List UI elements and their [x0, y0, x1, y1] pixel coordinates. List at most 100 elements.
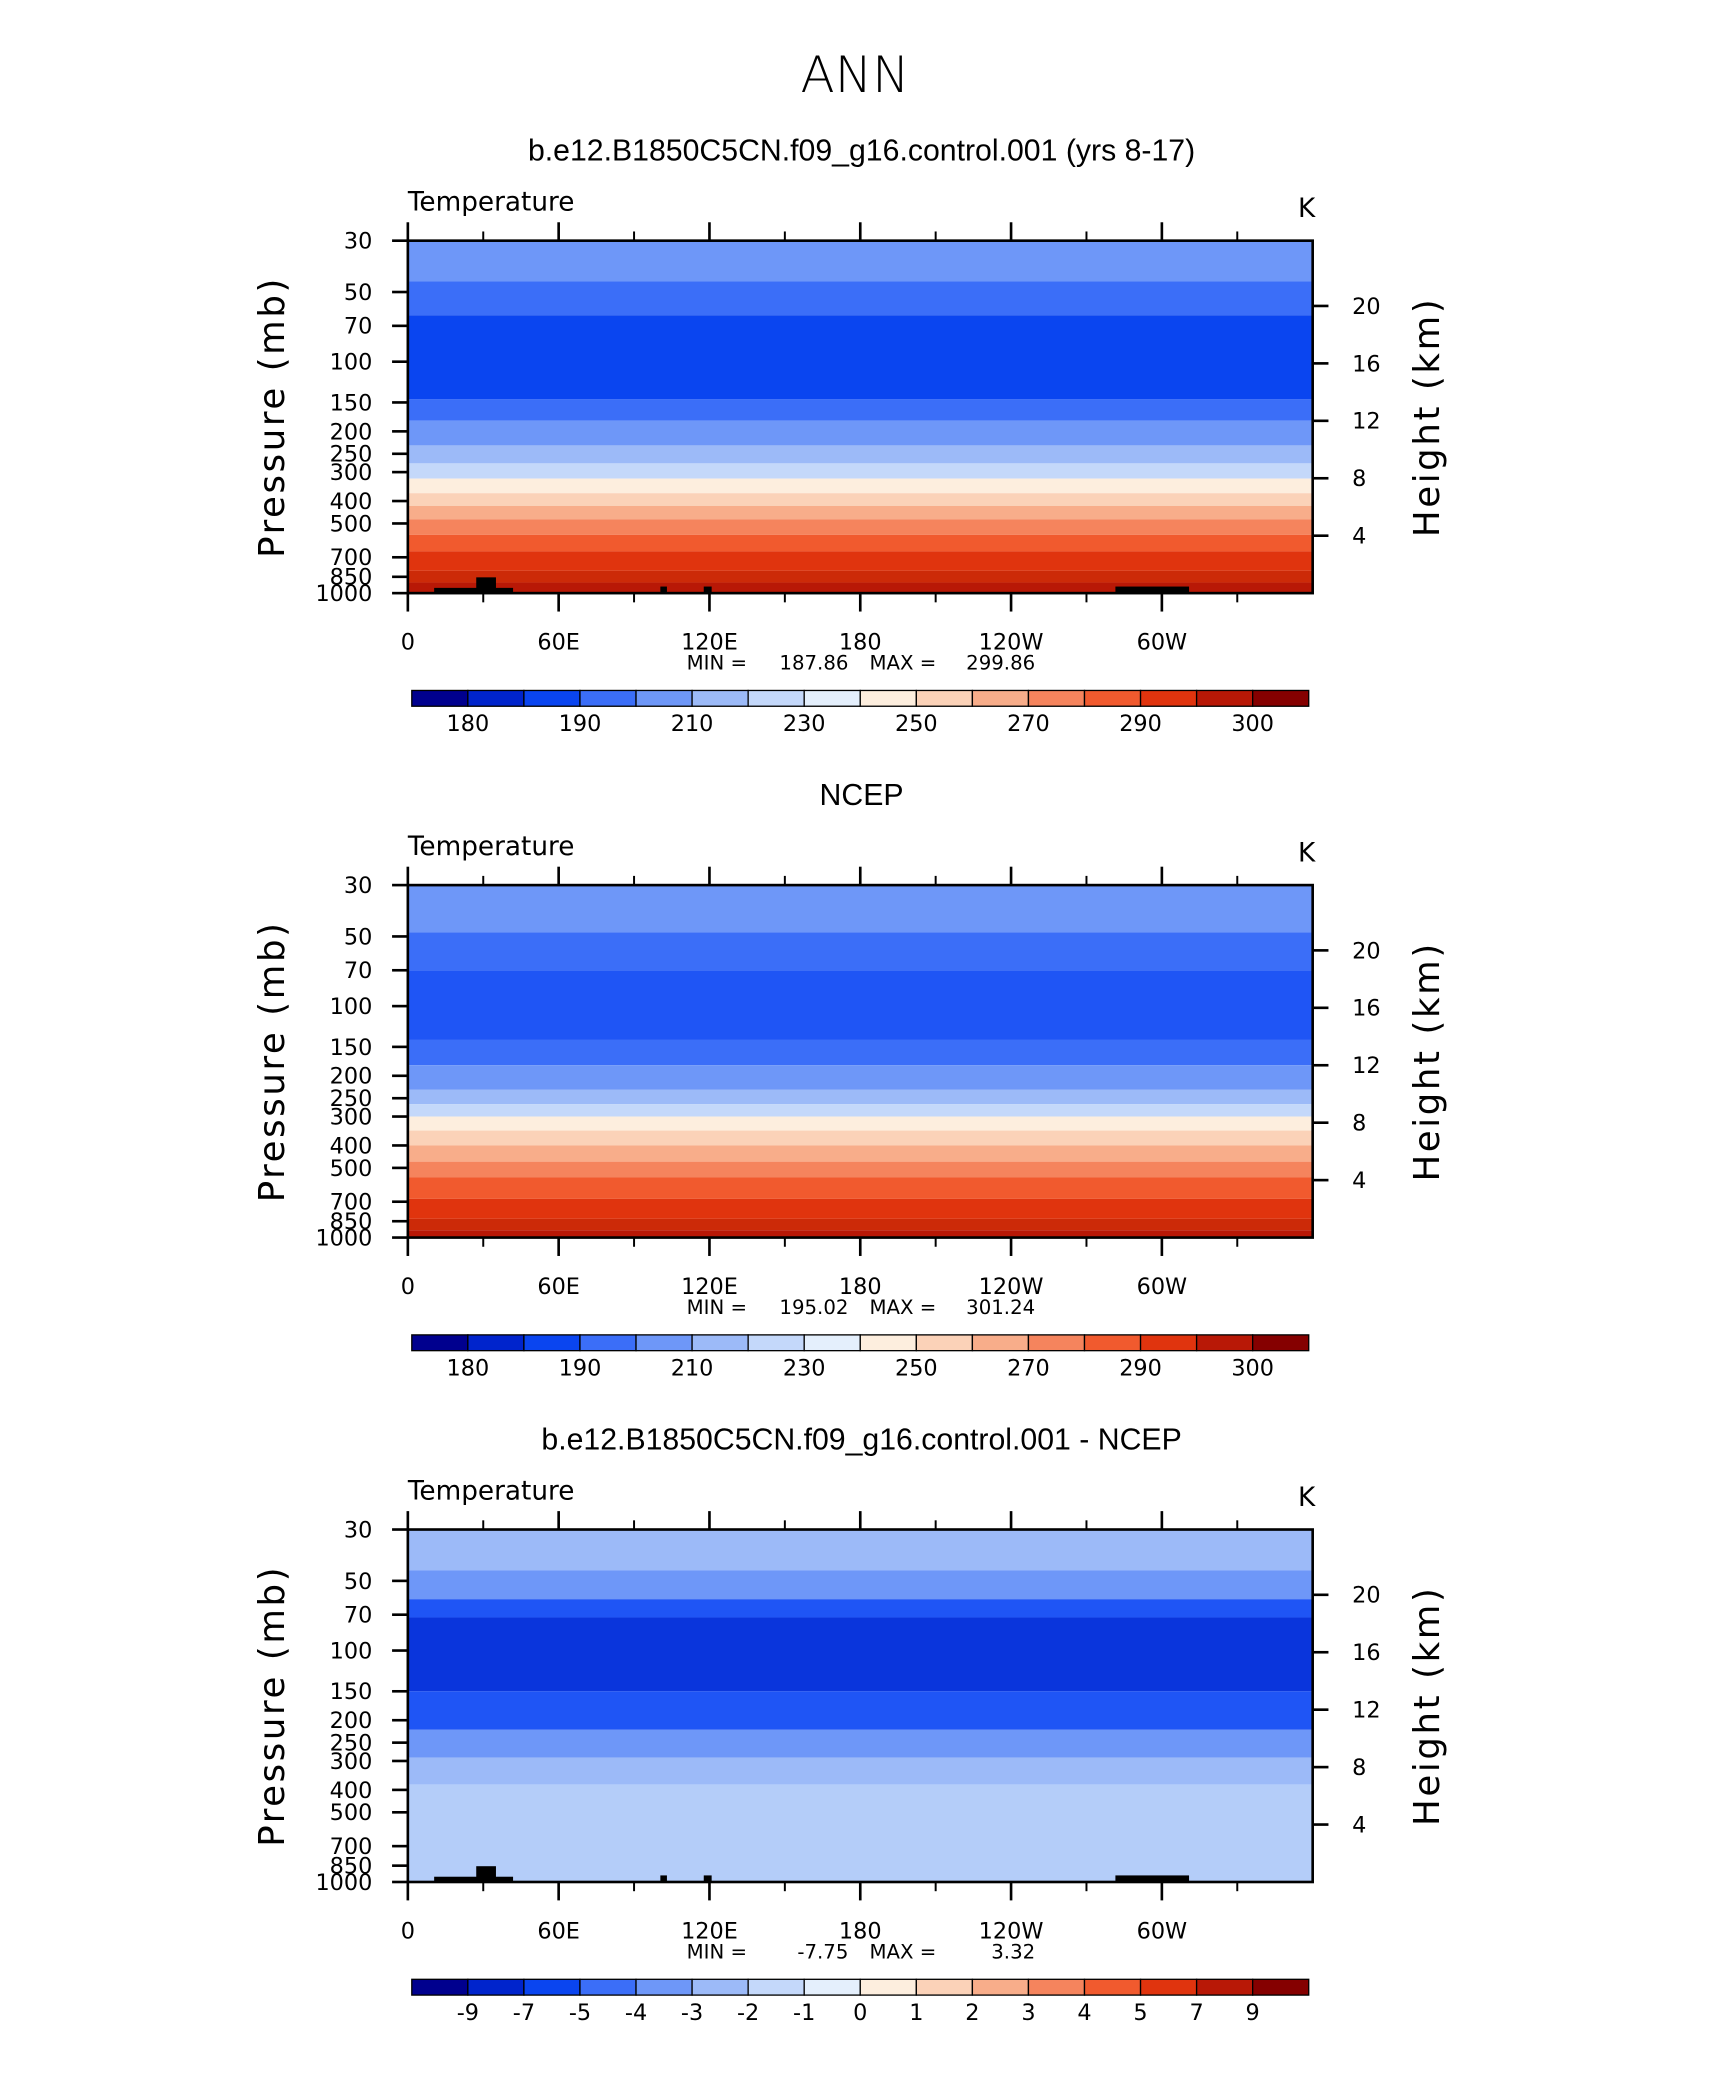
colorbar-label: 2 [965, 2000, 979, 2026]
colorbar-label: 230 [783, 1356, 826, 1382]
min-label: MIN = [687, 1940, 747, 1963]
colorbar-box [467, 1334, 525, 1352]
y-tick-label: 100 [330, 350, 373, 376]
colorbar-label: 5 [1133, 2000, 1147, 2026]
y-tick-label: 50 [344, 924, 372, 950]
land-mask [476, 577, 496, 594]
x-tick-label: 0 [401, 630, 415, 656]
y-tick-label: 100 [330, 1638, 373, 1664]
colorbar-box [803, 1334, 861, 1352]
colorbar-label: -2 [737, 2000, 759, 2026]
land-mask [703, 1875, 712, 1882]
land-mask [1115, 1875, 1190, 1882]
colorbar-box [691, 689, 749, 707]
y-tick-label: 70 [344, 1603, 372, 1629]
colorbar-box [467, 689, 525, 707]
contour-band [407, 505, 1313, 520]
y-tick-label: 850 [330, 565, 373, 591]
colorbar-box [1139, 1334, 1198, 1352]
contour-band [407, 315, 1313, 400]
y2-axis-label: Height (km) [1407, 941, 1448, 1181]
contour-band [407, 399, 1313, 421]
contour-band [407, 240, 1313, 282]
y-tick-label: 700 [330, 1190, 373, 1216]
contour-band [407, 1104, 1313, 1117]
y-tick-label: 500 [330, 1156, 373, 1182]
y-tick-label: 300 [330, 460, 373, 486]
x-tick-label: 60E [537, 1274, 580, 1300]
colorbar-label: 210 [671, 711, 714, 737]
main-title: ANN [801, 46, 910, 104]
colorbar-box [411, 1334, 469, 1352]
y2-tick-label: 8 [1352, 1111, 1366, 1137]
y-tick-label: 200 [330, 419, 373, 445]
y-tick-label: 200 [330, 1064, 373, 1090]
contour-band [407, 970, 1313, 1040]
y2-axis-label: Height (km) [1407, 297, 1448, 537]
y-axis-label: Pressure (mb) [252, 920, 293, 1202]
contour-band [407, 1130, 1313, 1146]
land-mask [660, 586, 667, 594]
colorbar-label: -5 [569, 2000, 591, 2026]
colorbar-label: 0 [853, 2000, 867, 2026]
colorbar-box [803, 689, 861, 707]
colorbar-label: 190 [559, 711, 602, 737]
colorbar-box [1252, 1334, 1310, 1352]
subtitle: Temperature [407, 187, 575, 217]
colorbar-box [1195, 1978, 1254, 1996]
min-value: -7.75 [797, 1940, 848, 1963]
y-axis-label: Pressure (mb) [252, 1565, 293, 1847]
colorbar-box [747, 1978, 805, 1996]
contour-band [407, 1145, 1313, 1162]
min-label: MIN = [687, 651, 747, 674]
contour-band [407, 1161, 1313, 1178]
y-tick-label: 400 [330, 1133, 373, 1159]
colorbar-label: -3 [681, 2000, 703, 2026]
subtitle: Temperature [407, 1476, 575, 1506]
y2-axis-label: Height (km) [1407, 1586, 1448, 1826]
x-tick-label: 0 [401, 1274, 415, 1300]
colorbar-box [1083, 1334, 1142, 1352]
colorbar-label: 270 [1007, 1356, 1050, 1382]
units: K [1298, 838, 1316, 868]
contour-band [407, 1039, 1313, 1066]
colorbar-label: 250 [895, 1356, 938, 1382]
colorbar-box [1252, 689, 1310, 707]
colorbar-box [1083, 1978, 1142, 1996]
colorbar-box [971, 1978, 1030, 1996]
colorbar-label: 7 [1190, 2000, 1204, 2026]
colorbar-label: 4 [1077, 2000, 1091, 2026]
y2-tick-label: 20 [1352, 1583, 1380, 1609]
x-tick-label: 120E [681, 1919, 738, 1945]
colorbar-label: -4 [625, 2000, 647, 2026]
colorbar-box [915, 1978, 974, 1996]
colorbar-box [747, 1334, 805, 1352]
contour-band [407, 1218, 1313, 1231]
y-tick-label: 100 [330, 994, 373, 1020]
contour-band [407, 478, 1313, 494]
colorbar-box [859, 1334, 917, 1352]
contour-band [407, 1089, 1313, 1105]
y-tick-label: 300 [330, 1749, 373, 1775]
colorbar-box [1027, 689, 1086, 707]
min-value: 195.02 [779, 1296, 848, 1319]
y2-tick-label: 20 [1352, 294, 1380, 320]
contour-band [407, 1116, 1313, 1131]
contour-band [407, 932, 1313, 971]
y-tick-label: 400 [330, 489, 373, 515]
units: K [1298, 194, 1316, 224]
contour-band [407, 1691, 1313, 1730]
max-value: 299.86 [966, 651, 1035, 674]
y-tick-label: 150 [330, 1035, 373, 1061]
colorbar-label: -1 [793, 2000, 815, 2026]
contour-band [407, 1599, 1313, 1618]
y-tick-label: 1000 [315, 1225, 372, 1251]
colorbar-box [523, 689, 581, 707]
land-mask [476, 1866, 496, 1882]
colorbar-label: 290 [1119, 711, 1162, 737]
y2-tick-label: 12 [1352, 1053, 1380, 1079]
y-tick-label: 30 [344, 873, 372, 899]
x-tick-label: 60E [537, 1919, 580, 1945]
max-label: MAX = [869, 1940, 936, 1963]
y2-tick-label: 16 [1352, 1640, 1380, 1666]
